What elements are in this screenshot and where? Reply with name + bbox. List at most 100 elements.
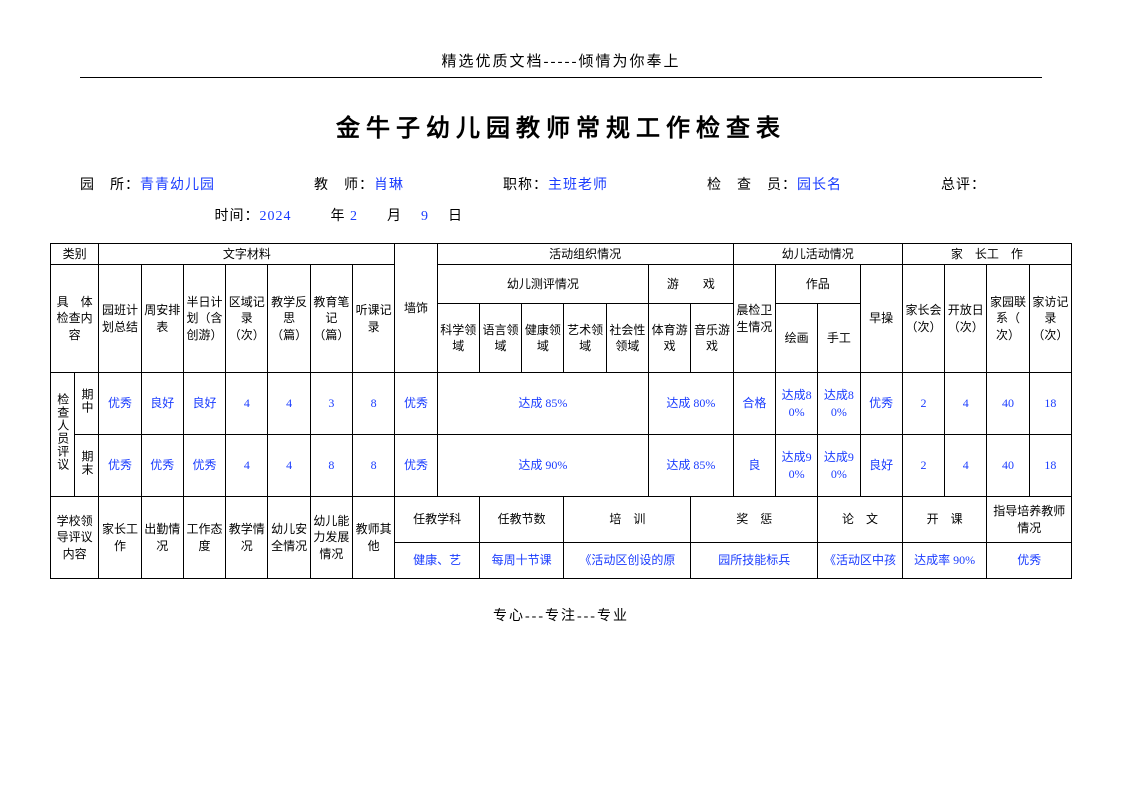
parent-work-header: 家 长工 作 [902,243,1071,265]
col-c2: 周安排表 [141,265,183,373]
bottom-header-row: 学校领导评议内容 家长工作 出勤情况 工作态度 教学情况 幼儿安全情况 幼儿能力… [51,497,1072,543]
mid-c23: 18 [1029,373,1071,435]
b4: 教学情况 [226,497,268,579]
end-c6: 8 [310,435,352,497]
end-c23: 18 [1029,435,1071,497]
b5: 幼儿安全情况 [268,497,310,579]
mid-c6: 3 [310,373,352,435]
month-unit: 月 [387,209,402,224]
activity-org-header: 活动组织情况 [437,243,733,265]
b2: 出勤情况 [141,497,183,579]
col-c18: 手工 [818,304,860,373]
post-label: 职称： [503,171,548,202]
col-c3: 半日计划（含创游） [183,265,225,373]
col-c7: 听课记录 [353,265,395,373]
time-year: 2024 [260,209,292,224]
end-c1: 优秀 [99,435,141,497]
child-activity-header: 幼儿活动情况 [733,243,902,265]
games-header: 游 戏 [649,265,734,304]
col-c1: 园班计划总结 [99,265,141,373]
b10v: 《活动区创设的原 [564,543,691,579]
inspection-table: 类别 文字材料 墙饰 活动组织情况 幼儿活动情况 家 长工 作 具 体检查内容 … [50,243,1072,580]
mid-label: 期中 [75,373,99,435]
footer-note: 专心---专注---专业 [50,605,1072,625]
end-c20: 2 [902,435,944,497]
teacher-value: 肖琳 [374,178,404,193]
time-month: 2 [350,209,358,224]
b14h: 指导培养教师情况 [987,497,1072,543]
works-header: 作品 [775,265,860,304]
mid-c22: 40 [987,373,1029,435]
mid-c5: 4 [268,373,310,435]
end-c22: 40 [987,435,1029,497]
end-c2: 优秀 [141,435,183,497]
col-c10: 语言领域 [479,304,521,373]
b13v: 达成率 90% [902,543,987,579]
end-label: 期末 [75,435,99,497]
col-c6: 教育笔记（篇） [310,265,352,373]
sub-header-row: 具 体检查内容 园班计划总结 周安排表 半日计划（含创游） 区域记录（次） 教学… [51,265,1072,304]
end-games: 达成 85% [649,435,734,497]
b9h: 任教节数 [479,497,564,543]
end-eval: 达成 90% [437,435,648,497]
col-c4: 区域记录（次） [226,265,268,373]
garden-value: 青青幼儿园 [140,178,215,193]
col-c11: 健康领域 [522,304,564,373]
b9v: 每周十节课 [479,543,564,579]
col-c22: 家园联系（ 次） [987,265,1029,373]
content-header: 具 体检查内容 [51,265,99,373]
day-unit: 日 [448,209,463,224]
b14v: 优秀 [987,543,1072,579]
post-value: 主班老师 [548,178,608,193]
col-c16: 晨检卫生情况 [733,265,775,373]
end-c8: 优秀 [395,435,437,497]
b13h: 开 课 [902,497,987,543]
overall-label: 总评： [941,171,986,202]
end-c18: 达成90% [818,435,860,497]
time-day: 9 [421,209,429,224]
end-c17: 达成90% [775,435,817,497]
b1: 家长工作 [99,497,141,579]
mid-c19: 优秀 [860,373,902,435]
b8v: 健康、艺 [395,543,480,579]
col-c17: 绘画 [775,304,817,373]
leader-label: 学校领导评议内容 [51,497,99,579]
time-label: 时间： [215,202,260,233]
mid-eval: 达成 85% [437,373,648,435]
b7: 教师其他 [353,497,395,579]
mid-c18: 达成80% [818,373,860,435]
inspector-value: 园长名 [797,178,842,193]
garden-label: 园 所： [80,171,140,202]
year-unit: 年 [331,209,346,224]
mid-c8: 优秀 [395,373,437,435]
mid-c2: 良好 [141,373,183,435]
b11v: 园所技能标兵 [691,543,818,579]
mid-c21: 4 [945,373,987,435]
col-c23: 家访记录（次） [1029,265,1071,373]
header-note: 精选优质文档-----倾情为你奉上 [80,50,1042,78]
page-title: 金牛子幼儿园教师常规工作检查表 [50,108,1072,143]
col-c5: 教学反思（篇） [268,265,310,373]
end-c4: 4 [226,435,268,497]
category-header: 类别 [51,243,99,265]
mid-c16: 合格 [733,373,775,435]
text-materials-header: 文字材料 [99,243,395,265]
col-c19: 早操 [860,265,902,373]
group-header-row: 类别 文字材料 墙饰 活动组织情况 幼儿活动情况 家 长工 作 [51,243,1072,265]
col-c12: 艺术领域 [564,304,606,373]
child-eval-header: 幼儿测评情况 [437,265,648,304]
col-c9: 科学领域 [437,304,479,373]
end-term-row: 期末 优秀 优秀 优秀 4 4 8 8 优秀 达成 90% 达成 85% 良 达… [51,435,1072,497]
col-c21: 开放日（次） [945,265,987,373]
b11h: 奖 惩 [691,497,818,543]
mid-c20: 2 [902,373,944,435]
mid-c3: 良好 [183,373,225,435]
col-wall: 墙饰 [395,243,437,373]
col-c20: 家长会（次） [902,265,944,373]
end-c16: 良 [733,435,775,497]
end-c3: 优秀 [183,435,225,497]
col-c13: 社会性领域 [606,304,648,373]
b6: 幼儿能力发展情况 [310,497,352,579]
mid-c4: 4 [226,373,268,435]
mid-c1: 优秀 [99,373,141,435]
